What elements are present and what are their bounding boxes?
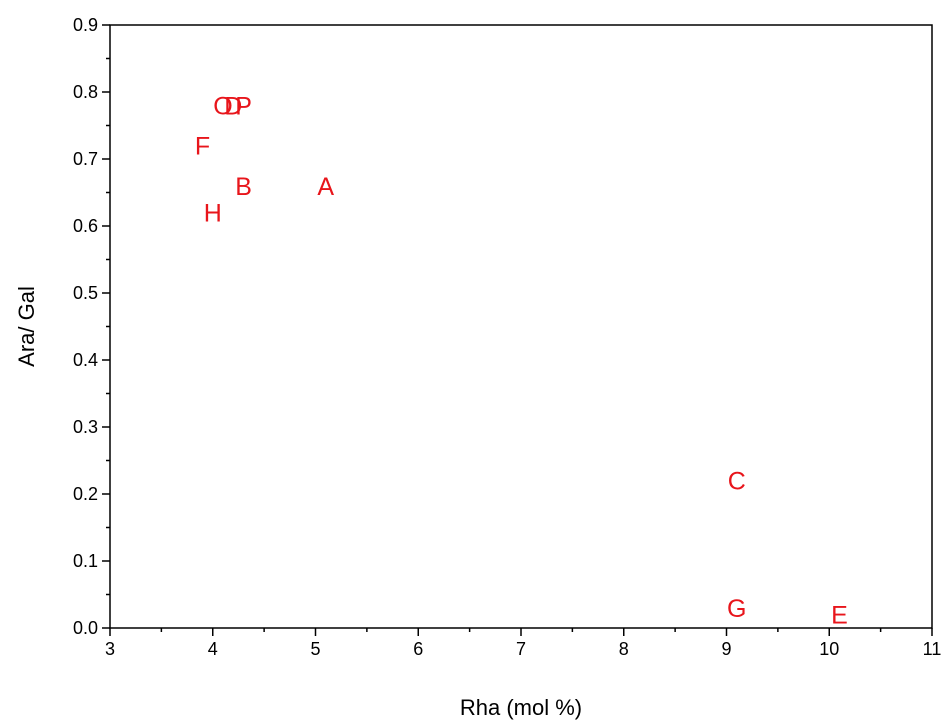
data-point-a: A xyxy=(317,173,334,201)
data-point-b: B xyxy=(235,173,252,201)
y-tick-label: 0.6 xyxy=(73,216,98,236)
y-tick-label: 0.5 xyxy=(73,283,98,303)
y-tick-label: 0.8 xyxy=(73,82,98,102)
x-axis-tick-labels: 3 4 5 6 7 8 9 10 11 xyxy=(105,639,941,659)
x-tick-label: 7 xyxy=(516,639,526,659)
data-points: A B C D E F G H O P xyxy=(195,92,848,629)
data-point-o: O xyxy=(213,92,232,120)
data-point-e: E xyxy=(831,602,848,630)
y-axis-ticks xyxy=(102,24,110,629)
y-tick-label: 0.1 xyxy=(73,551,98,571)
x-tick-label: 6 xyxy=(413,639,423,659)
x-tick-label: 8 xyxy=(619,639,629,659)
y-tick-label: 0.2 xyxy=(73,484,98,504)
data-point-c: C xyxy=(728,468,746,496)
data-point-h: H xyxy=(204,200,222,228)
x-tick-label: 11 xyxy=(923,639,942,659)
y-tick-label: 0.4 xyxy=(73,350,98,370)
data-point-p: P xyxy=(235,92,252,120)
y-axis-title: Ara/ Gal xyxy=(14,286,39,367)
x-tick-label: 3 xyxy=(105,639,115,659)
x-tick-label: 5 xyxy=(310,639,320,659)
data-point-d: D xyxy=(224,92,242,120)
y-tick-label: 0.0 xyxy=(73,618,98,638)
y-tick-label: 0.3 xyxy=(73,417,98,437)
y-tick-label: 0.7 xyxy=(73,149,98,169)
x-tick-label: 10 xyxy=(819,639,839,659)
x-axis-title: Rha (mol %) xyxy=(460,695,582,720)
y-tick-label: 0.9 xyxy=(73,15,98,35)
data-point-f: F xyxy=(195,133,210,161)
data-point-g: G xyxy=(727,595,746,623)
x-tick-label: 4 xyxy=(208,639,218,659)
y-axis-tick-labels: 0.0 0.1 0.2 0.3 0.4 0.5 0.6 0.7 0.8 0.9 xyxy=(73,15,98,638)
x-tick-label: 9 xyxy=(721,639,731,659)
x-axis-ticks xyxy=(109,628,933,636)
